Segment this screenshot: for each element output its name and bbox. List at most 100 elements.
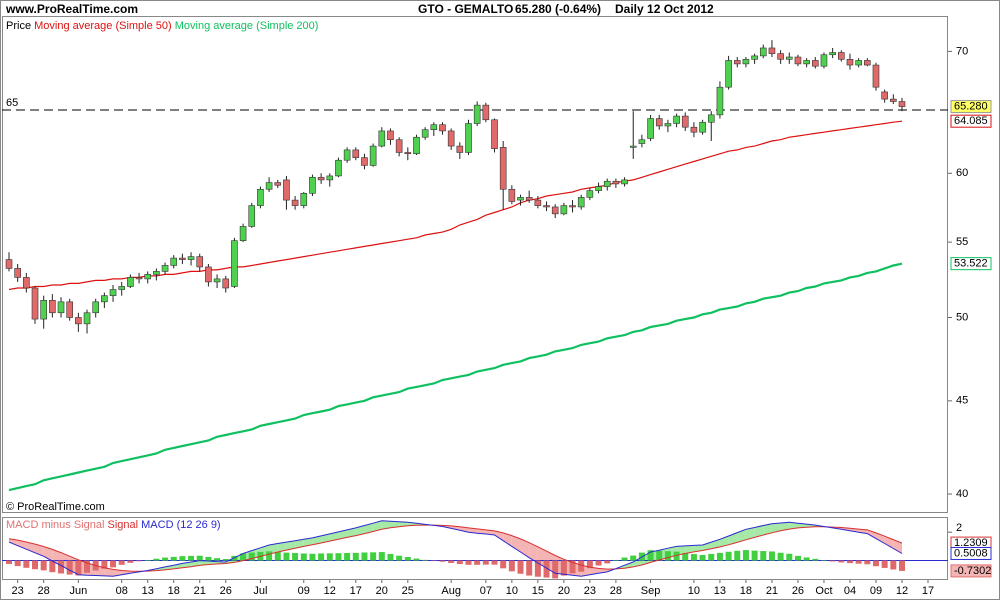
histogram-bar — [326, 553, 333, 561]
legend-signal: Signal — [107, 519, 138, 531]
histogram-bar — [344, 553, 351, 561]
candle-body — [118, 286, 126, 290]
candle-body — [473, 104, 481, 124]
x-tick-label: 09 — [298, 585, 310, 597]
macd-signal-fill — [329, 531, 339, 542]
histogram-bar — [465, 560, 472, 565]
legend-ma200: Moving average (Simple 200) — [175, 20, 319, 32]
candle-body — [404, 152, 412, 155]
candle-body — [898, 101, 906, 107]
histogram-bar — [491, 560, 498, 565]
histogram-bar — [820, 560, 827, 561]
macd-signal-fill — [104, 567, 113, 577]
macd-value-label: 1.2309 — [954, 537, 988, 549]
macd-signal-fill — [9, 538, 18, 546]
histogram-bar — [404, 557, 411, 561]
macd-signal-fill — [867, 529, 876, 539]
macd-signal-fill — [494, 530, 504, 541]
candle-body — [265, 182, 273, 190]
candle-body — [66, 301, 73, 318]
histogram-bar — [162, 557, 169, 561]
histogram-bar — [292, 553, 299, 561]
candle-body — [257, 188, 264, 206]
candle-body — [343, 149, 351, 161]
histogram-bar — [595, 560, 602, 566]
candle-body — [170, 257, 178, 266]
histogram-bar — [656, 550, 663, 561]
period: Daily 12 Oct 2012 — [615, 2, 714, 16]
histogram-bar — [170, 556, 177, 561]
candle-body — [465, 123, 472, 153]
price-panel — [2, 16, 948, 513]
candle-body — [508, 188, 516, 202]
macd-signal-fill — [321, 533, 330, 543]
macd-signal-fill — [485, 529, 495, 535]
legend-ma50: Moving average (Simple 50) — [34, 20, 172, 32]
histogram-bar — [560, 560, 567, 576]
candle-body — [777, 53, 784, 60]
histogram-bar — [456, 560, 463, 565]
macd-signal-fill — [503, 532, 512, 547]
candle-body — [213, 278, 221, 283]
histogram-bar — [612, 560, 619, 561]
macd-signal-fill — [685, 545, 694, 554]
candle-body — [838, 52, 845, 60]
histogram-bar — [188, 555, 195, 561]
histogram-bar — [32, 560, 39, 570]
x-tick-label: 28 — [610, 585, 622, 597]
x-tick-label: 18 — [740, 585, 752, 597]
x-tick-label: 25 — [402, 585, 414, 597]
candle-body — [387, 130, 394, 141]
candle-body — [283, 179, 290, 201]
candle-body — [456, 145, 464, 153]
candle-body — [664, 123, 672, 127]
candle-body — [716, 86, 724, 116]
macd-signal-fill — [624, 562, 634, 569]
x-tick-label: 10 — [688, 585, 700, 597]
histogram-bar — [604, 560, 611, 564]
macd-line — [8, 520, 903, 577]
candle-body — [742, 59, 750, 65]
histogram-bar — [552, 560, 559, 579]
candle-body — [31, 287, 39, 320]
reference-label: 65 — [6, 97, 18, 109]
candle-body — [205, 266, 212, 283]
histogram-bar — [846, 560, 853, 564]
macd-signal-fill — [468, 527, 478, 534]
candle-body — [820, 54, 828, 67]
x-tick-label: 17 — [350, 585, 362, 597]
macd-signal-fill — [286, 540, 296, 551]
ma-value-label-box — [950, 257, 992, 271]
x-tick-label: 13 — [714, 585, 726, 597]
macd-signal-fill — [199, 560, 209, 566]
candle-body — [248, 205, 256, 227]
x-tick-label: 04 — [844, 585, 856, 597]
legend-price: Price — [6, 20, 31, 32]
macd-signal-fill — [381, 520, 391, 530]
candle-body — [413, 136, 420, 155]
x-tick-label: 21 — [194, 585, 206, 597]
macd-signal-fill — [121, 570, 131, 575]
histogram-bar — [361, 552, 368, 561]
quote: 65.280 (-0.64%) — [515, 2, 601, 16]
close-value-label: 65.280 — [954, 100, 988, 112]
macd-signal-fill — [113, 569, 122, 577]
x-tick-label: 09 — [870, 585, 882, 597]
candle-body — [803, 60, 810, 65]
macd-signal-fill — [780, 522, 790, 531]
candle-body — [300, 193, 308, 206]
histogram-bar — [586, 560, 593, 569]
ma-value-label: 53.522 — [954, 258, 988, 270]
histogram-bar — [742, 550, 749, 561]
candle-body — [135, 277, 143, 280]
x-tick-label: 23 — [12, 585, 24, 597]
candle-body — [751, 55, 758, 60]
candle-body — [655, 118, 663, 127]
histogram-bar — [794, 555, 801, 561]
macd-signal-fill — [347, 527, 356, 538]
y-tick-label: 40 — [956, 488, 968, 500]
price-legend: Price Moving average (Simple 50) Moving … — [6, 20, 318, 32]
candle-body — [612, 180, 620, 185]
candle-body — [647, 118, 654, 139]
candle-body — [187, 256, 195, 260]
